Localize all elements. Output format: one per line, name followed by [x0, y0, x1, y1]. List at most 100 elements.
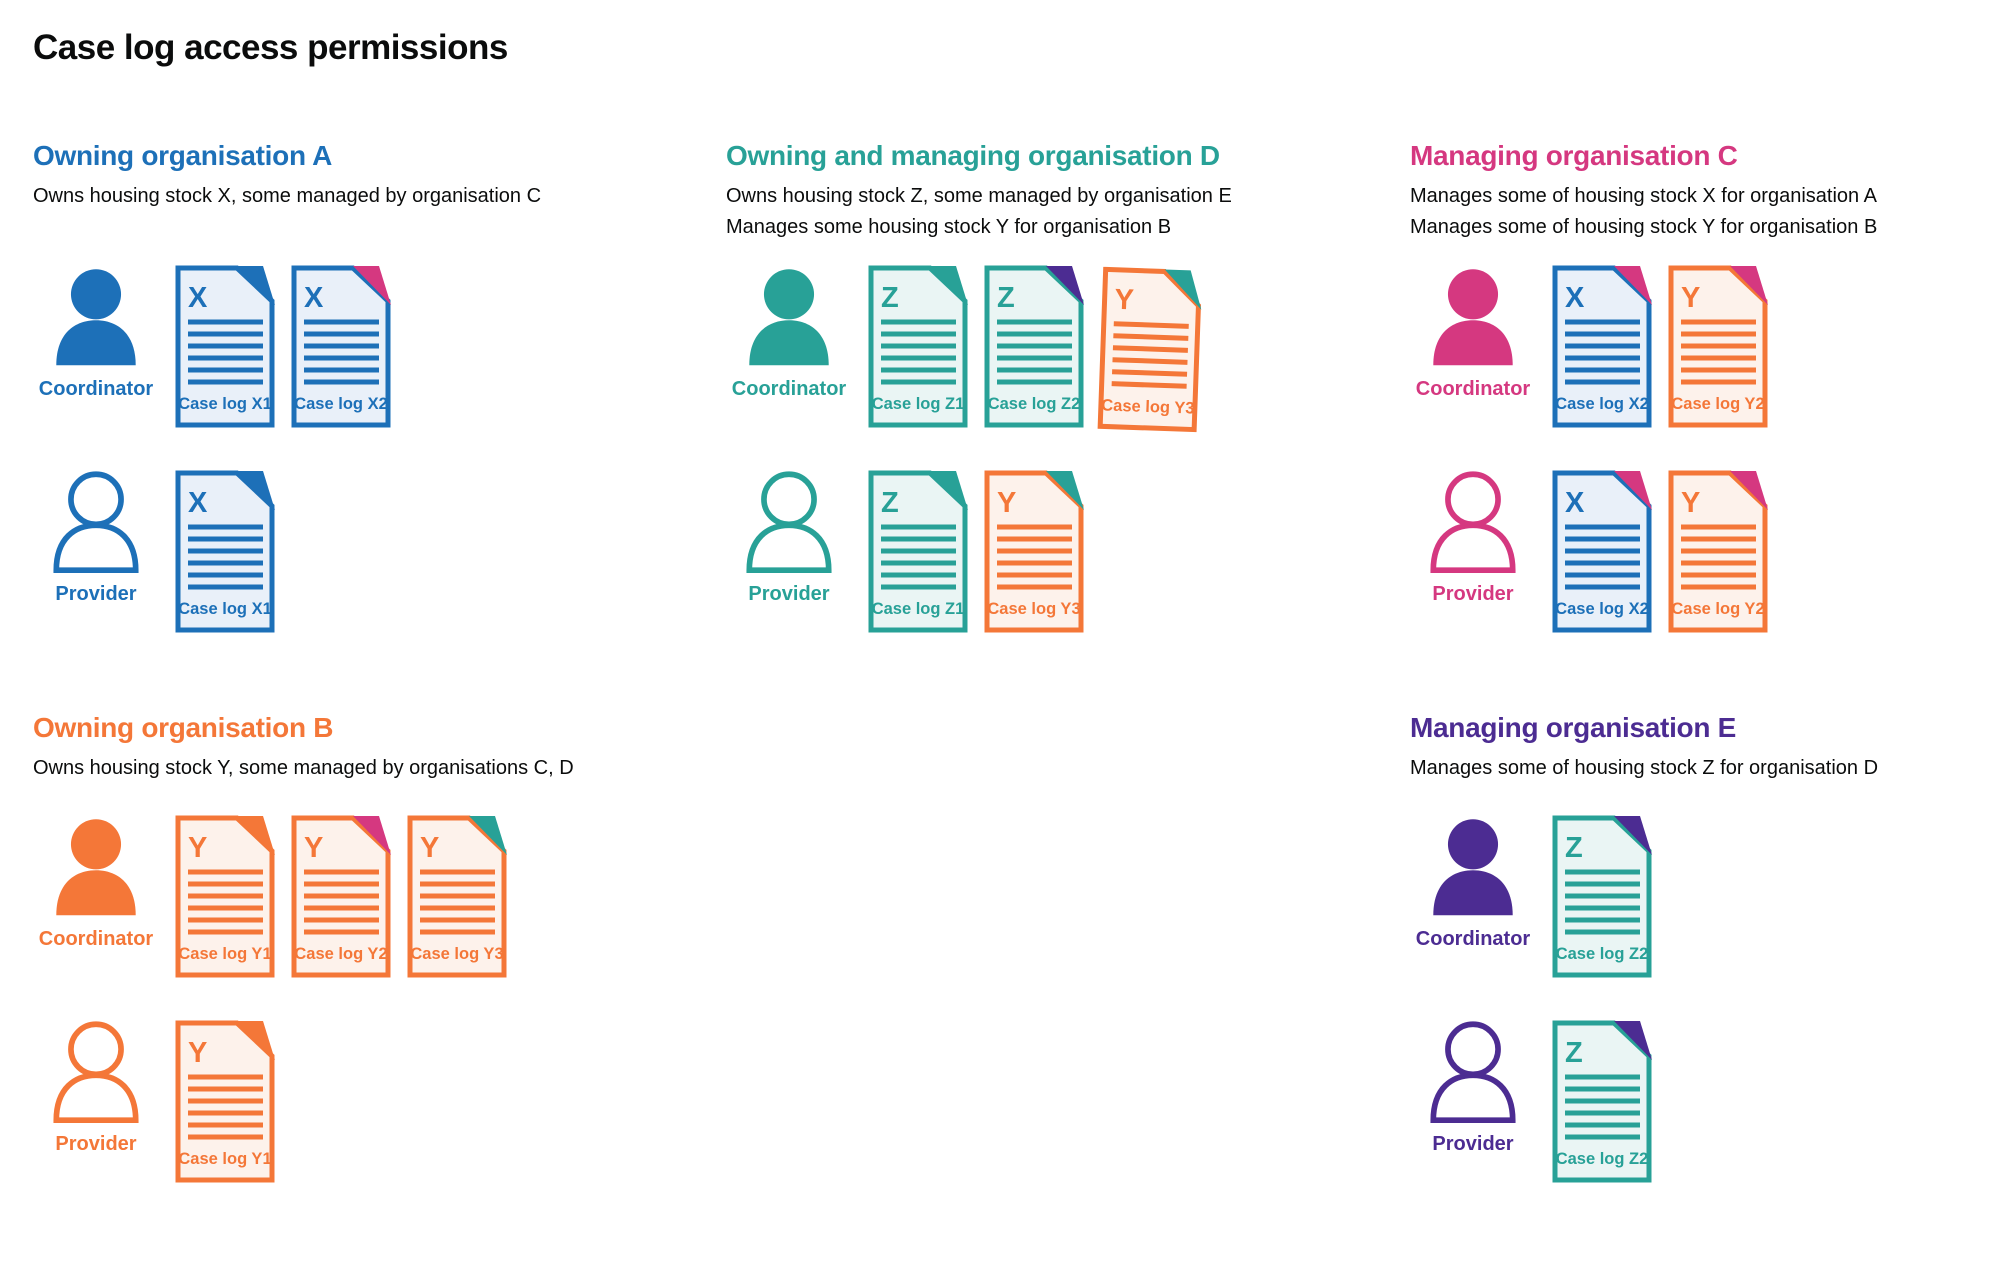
org-a-description-line: Owns housing stock X, some managed by or…: [33, 185, 542, 207]
person-head: [761, 471, 817, 528]
doc-fold-icon: [930, 471, 968, 510]
person-body: [1430, 522, 1516, 574]
case-log-doc: Y Case log Y1: [175, 815, 275, 978]
doc-stock-letter: Y: [188, 1037, 207, 1069]
doc-list: Y Case log Y1: [175, 1020, 275, 1183]
role-label: Coordinator: [1415, 378, 1531, 400]
person-body: [1430, 1072, 1516, 1124]
org-c-coordinator-row: Coordinator X Case log X2 Y Case log Y2: [1410, 265, 2000, 428]
doc-stock-letter: Y: [188, 832, 207, 864]
role-label: Provider: [748, 583, 830, 605]
doc-stock-letter: Y: [997, 487, 1016, 519]
doc-text-lines: [188, 524, 263, 590]
org-d-description-line: Manages some housing stock Y for organis…: [726, 216, 1172, 238]
doc-fold-icon: [1614, 471, 1652, 510]
org-b-heading: Owning organisation B: [33, 712, 334, 743]
org-section-c: Managing organisation C Manages some of …: [1410, 140, 2000, 675]
provider-person: Provider: [33, 470, 159, 606]
org-section-b: Owning organisation B Owns housing stock…: [33, 712, 713, 1225]
case-log-doc: X Case log X2: [1552, 470, 1652, 633]
case-log-doc: Y Case log Y3: [984, 470, 1084, 633]
person-head: [70, 819, 122, 870]
person-head: [68, 1021, 124, 1078]
org-d-description-line: Owns housing stock Z, some managed by or…: [726, 185, 1232, 207]
doc-text-lines: [881, 319, 956, 385]
doc-label: Case log X1: [178, 600, 272, 618]
doc-list: X Case log X2 Y Case log Y2: [1552, 470, 1768, 633]
doc-text-lines: [1565, 1074, 1640, 1140]
doc-label: Case log Z2: [1556, 945, 1649, 963]
doc-stock-letter: X: [188, 487, 208, 519]
doc-text-lines: [1565, 524, 1640, 590]
provider-icon: [53, 1021, 139, 1124]
coordinator-icon: [56, 269, 136, 366]
case-log-doc: Z Case log Z1: [868, 265, 968, 428]
doc-text-lines: [1565, 869, 1640, 935]
coordinator-person: Coordinator: [33, 265, 159, 401]
case-log-doc: Y Case log Y3: [407, 815, 507, 978]
person-head: [1445, 471, 1501, 528]
doc-label: Case log X2: [1555, 600, 1649, 618]
doc-list: Z Case log Z2: [1552, 815, 1652, 978]
doc-stock-letter: Z: [1565, 832, 1583, 864]
person-body: [56, 870, 136, 916]
doc-label: Case log Y2: [1671, 395, 1764, 413]
org-b-coordinator-row: Coordinator Y Case log Y1 Y Case log Y2: [33, 815, 713, 978]
org-a-provider-row: Provider X Case log X1: [33, 470, 713, 633]
doc-fold-icon: [353, 816, 391, 855]
doc-stock-letter: Y: [1114, 284, 1134, 317]
case-log-doc: X Case log X1: [175, 470, 275, 633]
org-a-coordinator-row: Coordinator X Case log X1 X Case log X2: [33, 265, 713, 428]
doc-label: Case log Z2: [988, 395, 1081, 413]
org-b-description-line: Owns housing stock Y, some managed by or…: [33, 757, 574, 779]
org-c-heading: Managing organisation C: [1410, 140, 1738, 171]
doc-text-lines: [188, 319, 263, 385]
provider-person: Provider: [33, 1020, 159, 1156]
provider-icon: [1430, 1021, 1516, 1124]
doc-fold-icon: [237, 816, 275, 855]
doc-label: Case log Z1: [872, 395, 965, 413]
doc-text-lines: [1681, 524, 1756, 590]
org-d-coordinator-row: Coordinator Z Case log Z1 Z Case log Z2: [726, 265, 1406, 433]
role-label: Provider: [55, 1133, 137, 1155]
doc-text-lines: [997, 319, 1072, 385]
org-c-description-line: Manages some of housing stock Y for orga…: [1410, 216, 1878, 238]
doc-stock-letter: X: [304, 282, 324, 314]
coordinator-icon: [56, 819, 136, 916]
org-section-e: Managing organisation E Manages some of …: [1410, 712, 2000, 1225]
doc-label: Case log Z2: [1556, 1150, 1649, 1168]
role-label: Coordinator: [38, 928, 154, 950]
doc-text-lines: [881, 524, 956, 590]
org-e-description: Manages some of housing stock Z for orga…: [1410, 753, 2000, 811]
doc-stock-letter: Z: [997, 282, 1015, 314]
role-label: Provider: [1432, 1133, 1514, 1155]
doc-list: Z Case log Z1 Y Case log Y3: [868, 470, 1084, 633]
org-e-description-line: Manages some of housing stock Z for orga…: [1410, 757, 1879, 779]
doc-label: Case log Y2: [294, 945, 387, 963]
coordinator-icon: [749, 269, 829, 366]
provider-icon: [746, 471, 832, 574]
org-d-provider-row: Provider Z Case log Z1 Y Case log Y3: [726, 470, 1406, 633]
org-b-description: Owns housing stock Y, some managed by or…: [33, 753, 713, 811]
doc-label: Case log Y1: [178, 1150, 271, 1168]
person-body: [1433, 320, 1513, 366]
doc-stock-letter: Y: [1681, 282, 1700, 314]
doc-label: Case log X2: [294, 395, 388, 413]
case-log-doc: X Case log X2: [1552, 265, 1652, 428]
doc-text-lines: [188, 869, 263, 935]
doc-fold-icon: [1614, 1021, 1652, 1060]
org-c-description: Manages some of housing stock X for orga…: [1410, 181, 2000, 261]
doc-stock-letter: Z: [881, 282, 899, 314]
case-log-doc: Z Case log Z2: [1552, 1020, 1652, 1183]
person-head: [70, 269, 122, 320]
role-label: Coordinator: [731, 378, 847, 400]
doc-list: X Case log X2 Y Case log Y2: [1552, 265, 1768, 428]
doc-fold-icon: [237, 266, 275, 305]
doc-label: Case log Y3: [1101, 396, 1195, 417]
doc-list: X Case log X1 X Case log X2: [175, 265, 391, 428]
doc-fold-icon: [1614, 266, 1652, 305]
doc-label: Case log Y3: [410, 945, 503, 963]
doc-fold-icon: [1730, 471, 1768, 510]
case-log-doc: Z Case log Z1: [868, 470, 968, 633]
person-body: [53, 522, 139, 574]
